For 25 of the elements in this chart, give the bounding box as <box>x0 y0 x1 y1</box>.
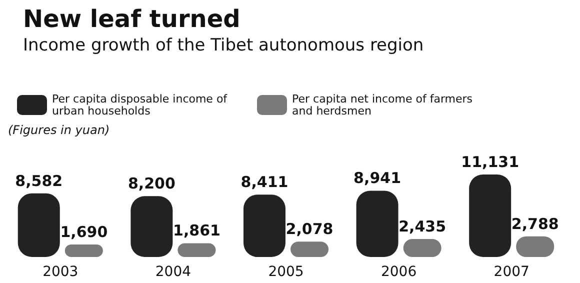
x-tick-label: 2004 <box>155 264 192 280</box>
text: (Figures in yuan) <box>8 123 110 137</box>
data-label: 8,411 <box>240 173 288 192</box>
chart-title: New leaf turned <box>23 5 240 33</box>
x-tick-label: 2006 <box>380 264 417 280</box>
x-tick-label: 2007 <box>494 264 530 280</box>
legend-label: Per capita disposable income of urban households <box>52 92 231 118</box>
data-label: 1,690 <box>60 222 108 241</box>
bar <box>130 196 173 257</box>
data-label: 8,941 <box>354 169 402 188</box>
legend-label: Per capita net income of farmers and herdsmen <box>292 92 476 118</box>
data-label: 8,200 <box>128 174 176 193</box>
bar <box>356 190 398 257</box>
bar <box>18 193 60 257</box>
data-label: 1,861 <box>172 222 220 240</box>
data-label: 2,435 <box>398 217 446 236</box>
data-label: 2,788 <box>511 214 559 233</box>
data-label: 11,131 <box>461 152 520 171</box>
chart-subtitle: Income growth of the Tibet autonomous region <box>23 36 424 56</box>
bar <box>469 174 512 257</box>
x-tick-label: 2005 <box>268 264 304 280</box>
x-tick-label: 2003 <box>42 264 78 280</box>
data-label: 8,582 <box>15 172 63 190</box>
data-label: 2,078 <box>286 220 334 238</box>
bar <box>243 194 286 257</box>
